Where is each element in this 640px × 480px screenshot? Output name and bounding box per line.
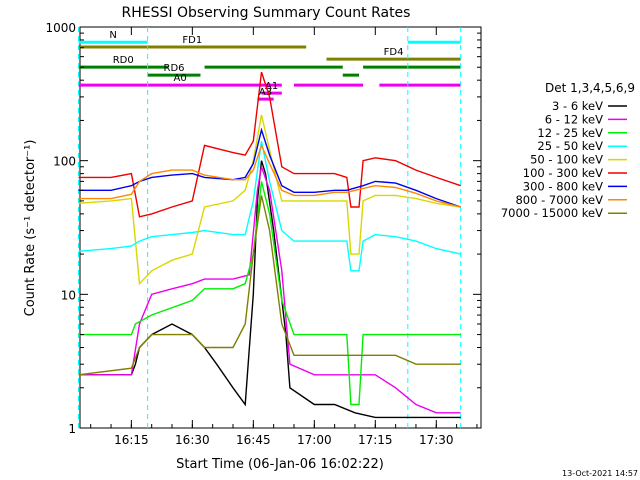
legend-label: 50 - 100 keV bbox=[530, 153, 603, 167]
flag-label-fd1: FD1 bbox=[182, 35, 202, 46]
x-tick-label: 16:15 bbox=[114, 433, 149, 447]
y-tick-label: 1 bbox=[68, 422, 76, 436]
legend-label: 300 - 800 keV bbox=[523, 179, 603, 193]
x-tick-label: 17:15 bbox=[358, 433, 393, 447]
series-layer bbox=[78, 71, 461, 419]
series-800-7000-kev bbox=[78, 143, 461, 208]
legend-title: Det 1,3,4,5,6,9 bbox=[545, 81, 635, 95]
plot-frame bbox=[79, 26, 482, 429]
y-axis-label: Count Rate (s⁻¹ detector⁻¹) bbox=[23, 140, 38, 317]
legend-label: 800 - 7000 keV bbox=[515, 193, 603, 207]
flag-label-a0: A0 bbox=[174, 73, 187, 84]
x-tick-label: 16:45 bbox=[236, 433, 271, 447]
legend-label: 25 - 50 keV bbox=[537, 139, 603, 153]
series-300-800-kev bbox=[78, 127, 461, 208]
y-tick-label: 1000 bbox=[45, 21, 76, 35]
flag-label-a3: A3 bbox=[259, 87, 272, 98]
flag-label-rd0: RD0 bbox=[113, 55, 134, 66]
series-7000-15000-kev bbox=[78, 195, 461, 376]
y-tick-label: 10 bbox=[61, 288, 76, 302]
series-6-12-kev bbox=[78, 166, 461, 414]
flag-label-a1: A1 bbox=[265, 81, 278, 92]
axes-layer: 16:15 16:30 16:45 17:00 17:15 17:30 1 10 100 1000 bbox=[45, 21, 481, 447]
series-100-300-kev bbox=[78, 71, 461, 218]
series-25-50-kev bbox=[78, 140, 461, 272]
series-12-25-kev bbox=[78, 181, 461, 406]
footer-date: 13-Oct-2021 14:57 bbox=[562, 469, 638, 478]
x-tick-label: 17:30 bbox=[419, 433, 454, 447]
chart-title: RHESSI Observing Summary Count Rates bbox=[122, 5, 411, 21]
legend-label: 3 - 6 keV bbox=[552, 99, 603, 113]
y-tick-label: 100 bbox=[53, 155, 76, 169]
legend-label: 7000 - 15000 keV bbox=[501, 206, 603, 220]
legend-label: 6 - 12 keV bbox=[545, 112, 603, 126]
legend-label: 12 - 25 keV bbox=[537, 126, 603, 140]
flag-label-n: N bbox=[109, 30, 116, 41]
x-axis-label: Start Time (06-Jan-06 16:02:22) bbox=[176, 457, 384, 472]
x-tick-label: 16:30 bbox=[175, 433, 210, 447]
legend-label: 100 - 300 keV bbox=[523, 166, 603, 180]
flag-label-fd4: FD4 bbox=[384, 47, 404, 58]
flag-label-rd6: RD6 bbox=[164, 63, 185, 74]
x-tick-label: 17:00 bbox=[297, 433, 332, 447]
